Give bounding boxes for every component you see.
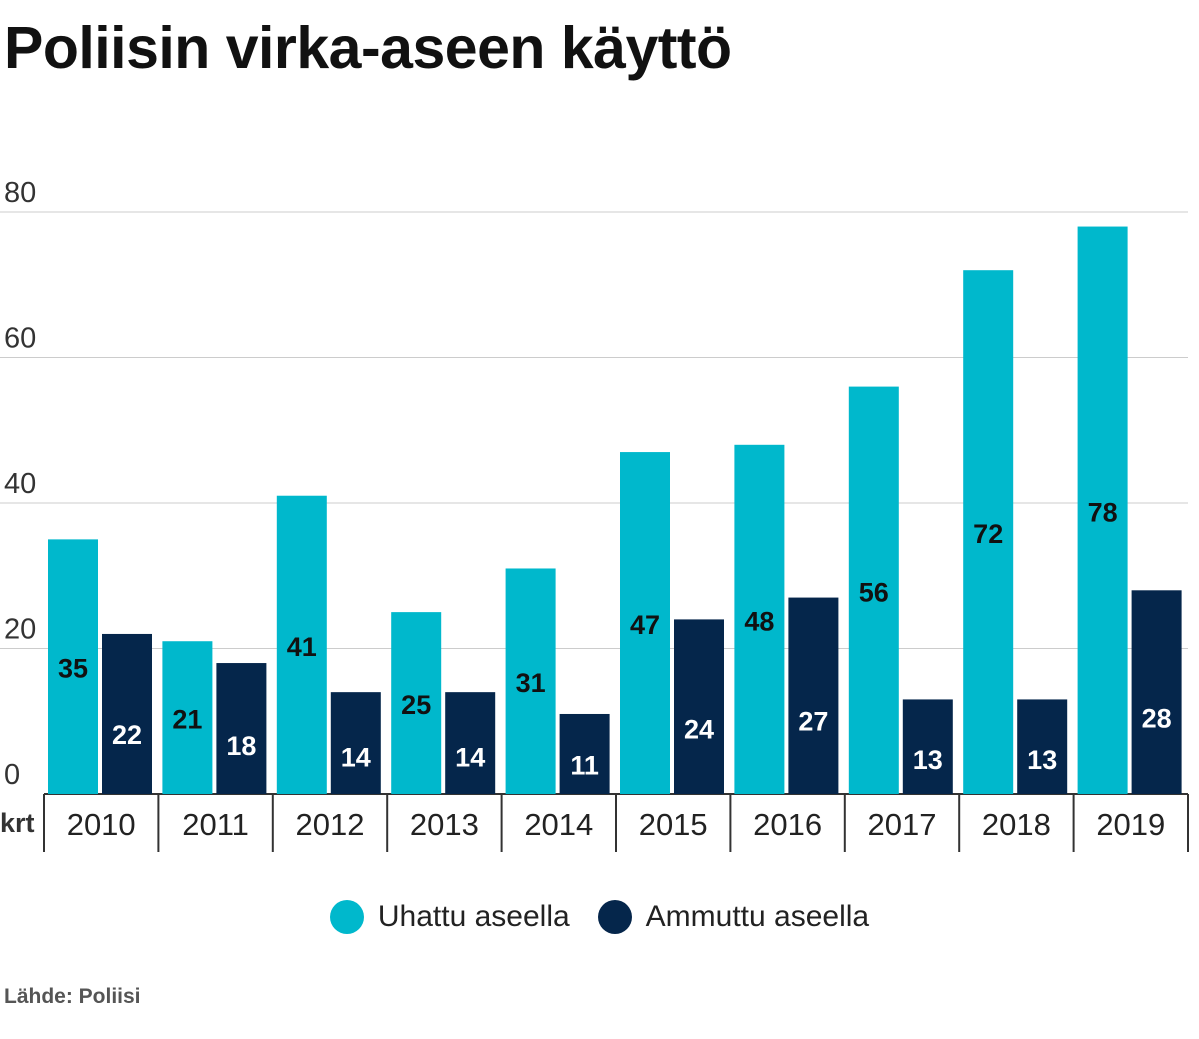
y-tick-label: 0 (4, 759, 20, 791)
bar-ammuttu-2014 (559, 713, 610, 794)
data-label-uhattu-2014: 31 (516, 668, 546, 698)
data-label-ammuttu-2016: 27 (798, 706, 828, 736)
x-tick-label-2010: 2010 (67, 807, 136, 842)
bar-uhattu-2014 (505, 568, 556, 794)
data-label-uhattu-2019: 78 (1088, 497, 1118, 527)
x-tick-label-2017: 2017 (868, 807, 937, 842)
legend-swatch-uhattu (329, 900, 364, 934)
bar-uhattu-2019 (1077, 226, 1128, 795)
y-tick-label: 40 (4, 468, 36, 500)
data-label-uhattu-2013: 25 (401, 690, 431, 720)
legend-swatch-ammuttu (597, 900, 632, 934)
bar-uhattu-2013 (391, 612, 442, 794)
data-label-uhattu-2011: 21 (172, 705, 202, 735)
source-note: Lähde: Poliisi (4, 985, 141, 1008)
data-label-ammuttu-2019: 28 (1142, 704, 1172, 734)
data-label-ammuttu-2017: 13 (913, 745, 943, 775)
bar-uhattu-2010 (48, 539, 98, 794)
data-label-ammuttu-2013: 14 (455, 742, 485, 772)
bar-uhattu-2012 (276, 495, 327, 794)
bar-uhattu-2011 (162, 641, 213, 794)
x-tick-label-2013: 2013 (410, 807, 479, 842)
data-label-ammuttu-2018: 13 (1027, 745, 1057, 775)
bar-ammuttu-2010 (102, 633, 152, 794)
bar-ammuttu-2016 (788, 597, 839, 794)
y-tick-label: 60 (4, 323, 36, 355)
chart-title: Poliisin virka-aseen käyttö (4, 15, 732, 81)
legend: Uhattu aseella Ammuttu aseella (0, 900, 1199, 934)
x-tick-label-2019: 2019 (1096, 807, 1165, 842)
bar-ammuttu-2015 (674, 619, 724, 794)
bar-ammuttu-2017 (902, 699, 953, 794)
x-tick-label-2012: 2012 (296, 807, 365, 842)
bar-ammuttu-2011 (216, 663, 267, 794)
x-tick-label-2011: 2011 (182, 807, 249, 842)
bar-chart: 0 20 40 60 80 krt 35 22 2010 21 18 2011 41 14 2012 25 14… (0, 177, 1189, 852)
bar-ammuttu-2019 (1131, 590, 1182, 794)
legend-item-ammuttu: Ammuttu aseella (597, 900, 870, 934)
x-tick-label-2018: 2018 (982, 807, 1051, 842)
data-label-ammuttu-2015: 24 (684, 715, 714, 745)
x-tick-label-2015: 2015 (639, 807, 708, 842)
data-label-uhattu-2010: 35 (58, 654, 88, 684)
data-label-uhattu-2012: 41 (287, 632, 317, 662)
y-axis-unit-label: krt (0, 808, 35, 838)
data-label-ammuttu-2012: 14 (341, 742, 371, 772)
legend-item-uhattu: Uhattu aseella (329, 900, 570, 934)
x-tick-label-2016: 2016 (753, 807, 822, 842)
bar-uhattu-2016 (734, 444, 785, 794)
data-label-uhattu-2018: 72 (973, 519, 1003, 549)
data-label-uhattu-2015: 47 (630, 610, 660, 640)
bar-uhattu-2017 (848, 386, 899, 794)
y-tick-label: 80 (4, 177, 36, 209)
bar-uhattu-2018 (963, 270, 1014, 794)
data-label-ammuttu-2014: 11 (570, 751, 599, 781)
bar-ammuttu-2012 (330, 692, 381, 794)
data-label-uhattu-2016: 48 (744, 606, 774, 636)
data-label-ammuttu-2011: 18 (226, 731, 256, 761)
bar-ammuttu-2018 (1017, 699, 1068, 794)
y-tick-label: 20 (4, 614, 36, 646)
x-tick-label-2014: 2014 (524, 807, 593, 842)
legend-label-ammuttu: Ammuttu aseella (645, 900, 870, 933)
data-label-ammuttu-2010: 22 (112, 720, 142, 750)
bar-uhattu-2015 (620, 452, 670, 794)
legend-label-uhattu: Uhattu aseella (377, 900, 570, 933)
bar-ammuttu-2013 (445, 692, 496, 794)
data-label-uhattu-2017: 56 (859, 577, 889, 607)
